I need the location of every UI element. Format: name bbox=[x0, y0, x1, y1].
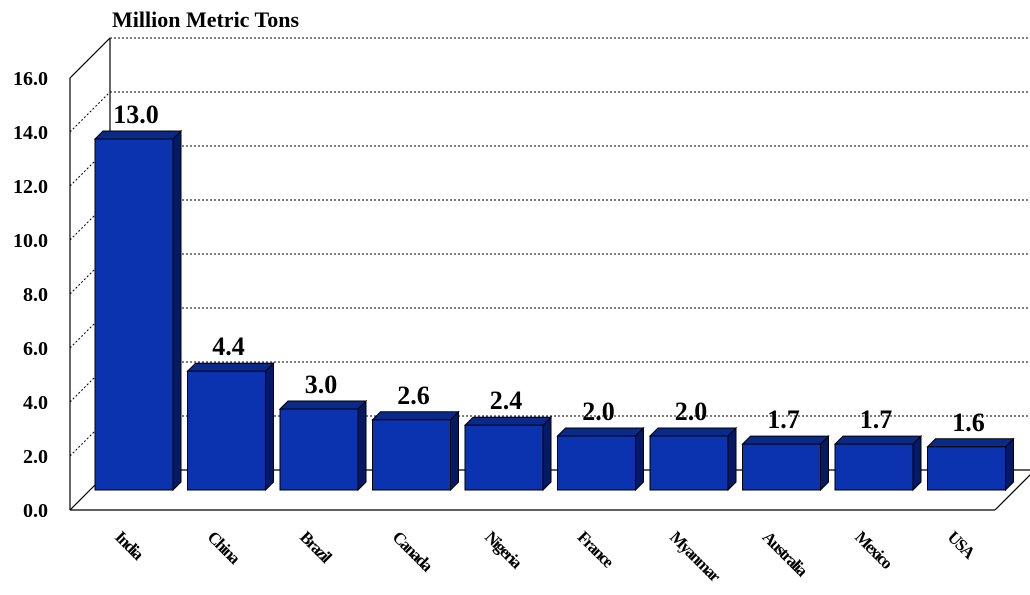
bar-top-face bbox=[278, 400, 368, 410]
bar-top-face bbox=[463, 416, 553, 426]
bar-front-face bbox=[649, 435, 729, 491]
x-tick-label: Mexico bbox=[851, 527, 896, 572]
bar-front-face bbox=[372, 419, 451, 491]
x-axis-ticks: India China Brazil Canada Nigeria France Myanm… bbox=[111, 527, 979, 586]
data-label: 2.4 bbox=[490, 386, 523, 415]
x-tick-label: Canada bbox=[389, 527, 438, 576]
gridline-side bbox=[69, 37, 111, 79]
y-tick-label: 0.0 bbox=[23, 500, 48, 522]
bar-nigeria bbox=[463, 415, 553, 492]
gridline-side bbox=[69, 199, 111, 241]
bar-france bbox=[556, 426, 645, 492]
gridline-side bbox=[69, 253, 111, 295]
x-tick-label: Nigeria bbox=[481, 527, 526, 572]
data-label: 1.6 bbox=[952, 408, 985, 437]
y-tick-label: 10.0 bbox=[13, 230, 48, 252]
y-tick-label: 4.0 bbox=[23, 392, 48, 414]
bar-top-face bbox=[371, 411, 460, 421]
y-tick-label: 14.0 bbox=[13, 122, 48, 144]
bar-china bbox=[186, 361, 275, 492]
bar-side-face bbox=[172, 129, 182, 492]
gridline-side bbox=[69, 91, 111, 133]
bar-front-face bbox=[742, 443, 821, 491]
bar-side-face bbox=[727, 426, 737, 492]
gridline-side bbox=[69, 307, 111, 349]
bar-top-face bbox=[186, 362, 275, 372]
bar-side-face bbox=[1005, 437, 1014, 492]
bar-front-face bbox=[94, 138, 174, 491]
gridline-side bbox=[69, 361, 111, 403]
chart-title: Million Metric Tons bbox=[112, 7, 299, 32]
y-tick-label: 6.0 bbox=[23, 338, 48, 360]
y-tick-label: 12.0 bbox=[13, 176, 48, 198]
bar-brazil bbox=[278, 399, 368, 492]
bar-side-face bbox=[265, 361, 274, 492]
bar-canada bbox=[371, 410, 460, 492]
bar-front-face bbox=[557, 435, 636, 491]
data-label: 3.0 bbox=[305, 370, 338, 399]
bar-top-face bbox=[93, 130, 183, 140]
x-tick-label: Brazil bbox=[296, 527, 336, 567]
bar-front-face bbox=[464, 424, 544, 491]
bar-india bbox=[93, 129, 183, 492]
x-tick-label: China bbox=[204, 527, 245, 568]
y-tick-label: 8.0 bbox=[23, 284, 48, 306]
bar-side-face bbox=[357, 399, 367, 492]
data-label: 2.0 bbox=[582, 397, 615, 426]
bar-top-face bbox=[648, 427, 738, 437]
y-tick-label: 2.0 bbox=[23, 446, 48, 468]
bar-front-face bbox=[927, 446, 1006, 491]
x-tick-label: India bbox=[111, 527, 148, 564]
bar-top-face bbox=[741, 435, 830, 445]
gridlines bbox=[69, 37, 1030, 457]
bar-side-face bbox=[542, 415, 552, 492]
bar-top-face bbox=[926, 438, 1015, 448]
bar-mexico bbox=[833, 434, 923, 492]
data-label: 1.7 bbox=[767, 405, 800, 434]
x-tick-label: France bbox=[574, 527, 618, 571]
data-labels: 13.0 4.4 3.0 2.6 2.4 2.0 2.0 1.7 1.7 1.6 bbox=[113, 100, 985, 437]
bar-side-face bbox=[450, 410, 459, 492]
data-label: 4.4 bbox=[212, 332, 245, 361]
bar-usa bbox=[926, 437, 1015, 492]
bar-myanmar bbox=[648, 426, 738, 492]
bar-top-face bbox=[556, 427, 645, 437]
bar-top-face bbox=[833, 435, 923, 445]
x-tick-label: Myanmar bbox=[666, 527, 725, 586]
bar-side-face bbox=[635, 426, 644, 492]
y-axis-ticks: 0.0 2.0 4.0 6.0 8.0 10.0 12.0 14.0 16.0 bbox=[13, 68, 48, 522]
bar-side-face bbox=[820, 434, 829, 492]
y-tick-label: 16.0 bbox=[13, 68, 48, 90]
data-label: 2.0 bbox=[675, 397, 708, 426]
gridline-side bbox=[69, 145, 111, 187]
data-label: 13.0 bbox=[113, 100, 159, 129]
bar-front-face bbox=[187, 370, 266, 491]
bar-australia bbox=[741, 434, 830, 492]
floor-right-edge bbox=[994, 474, 1030, 511]
bar-side-face bbox=[912, 434, 922, 492]
bar-front-face bbox=[279, 408, 359, 491]
data-label: 2.6 bbox=[397, 381, 430, 410]
x-tick-label: USA bbox=[944, 527, 980, 563]
data-label: 1.7 bbox=[860, 405, 893, 434]
gridline-side bbox=[69, 415, 111, 457]
bars bbox=[93, 129, 1015, 492]
x-tick-label: Australia bbox=[759, 527, 812, 580]
bar-front-face bbox=[834, 443, 914, 491]
